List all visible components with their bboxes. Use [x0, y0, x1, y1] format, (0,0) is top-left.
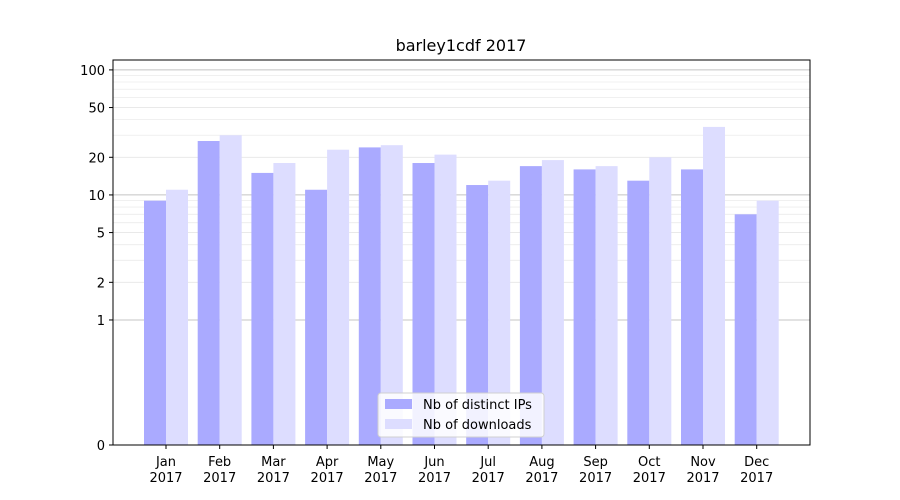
- x-tick-label-month: May: [367, 455, 394, 470]
- y-tick-label: 2: [97, 276, 105, 291]
- bar-distinct-ips: [197, 140, 220, 445]
- x-tick-label-month: Oct: [638, 455, 660, 470]
- plot-frame: [112, 59, 811, 446]
- legend-swatch-downloads: [385, 419, 412, 429]
- x-tick-label-month: Feb: [208, 455, 231, 470]
- bar-downloads: [488, 180, 511, 445]
- x-tick-label-year: 2017: [203, 471, 236, 486]
- legend-box: [377, 392, 545, 438]
- x-tick-label-month: Dec: [744, 455, 769, 470]
- x-tick-label-month: Jan: [155, 455, 176, 470]
- x-tick-label-year: 2017: [257, 471, 290, 486]
- bar-distinct-ips: [251, 172, 274, 445]
- x-tick-label-year: 2017: [418, 471, 451, 486]
- bar-downloads: [273, 163, 296, 445]
- legend-swatch-distinct-ips: [385, 399, 412, 409]
- x-tick-label-year: 2017: [686, 471, 719, 486]
- x-tick-label-year: 2017: [149, 471, 182, 486]
- bar-downloads: [595, 166, 618, 445]
- axes: Jan2017Feb2017Mar2017Apr2017May2017Jun20…: [80, 59, 811, 486]
- x-tick-label-month: Sep: [583, 455, 608, 470]
- bar-distinct-ips: [519, 166, 542, 445]
- bars: [144, 126, 779, 446]
- x-tick-label-year: 2017: [579, 471, 612, 486]
- y-tick-label: 20: [88, 151, 105, 166]
- x-tick-label-year: 2017: [633, 471, 666, 486]
- bar-distinct-ips: [573, 169, 596, 445]
- x-tick-label-month: Jun: [423, 455, 444, 470]
- bar-distinct-ips: [681, 169, 703, 445]
- legend-label-downloads: Nb of downloads: [423, 418, 532, 433]
- bar-downloads: [703, 126, 725, 446]
- bar-downloads: [434, 154, 457, 446]
- bar-distinct-ips: [305, 189, 328, 445]
- bar-distinct-ips: [144, 200, 166, 445]
- y-tick-label: 0: [97, 439, 105, 454]
- x-tick-label-year: 2017: [525, 471, 558, 486]
- bar-distinct-ips: [734, 214, 757, 445]
- bar-distinct-ips: [358, 147, 381, 446]
- x-tick-label-month: Jul: [479, 455, 496, 470]
- y-tick-label: 10: [88, 189, 105, 204]
- x-tick-label-month: Apr: [316, 455, 339, 470]
- legend: Nb of distinct IPs Nb of downloads: [377, 392, 545, 438]
- x-tick-label-month: Aug: [529, 455, 554, 470]
- bar-downloads: [219, 135, 242, 445]
- y-tick-label: 100: [80, 64, 105, 79]
- bar-distinct-ips: [627, 180, 650, 445]
- x-tick-label-month: Mar: [261, 455, 286, 470]
- legend-label-distinct-ips: Nb of distinct IPs: [423, 398, 532, 413]
- x-tick-label-month: Nov: [690, 455, 716, 470]
- x-tick-label-year: 2017: [311, 471, 344, 486]
- y-tick-label: 50: [88, 102, 105, 117]
- bar-downloads: [756, 200, 779, 445]
- y-tick-label: 1: [97, 314, 105, 329]
- y-tick-label: 5: [97, 227, 105, 242]
- bar-downloads: [541, 160, 564, 445]
- bar-distinct-ips: [466, 185, 489, 445]
- bar-distinct-ips: [412, 163, 435, 445]
- bar-downloads: [649, 157, 672, 445]
- chart-title: barley1cdf 2017: [396, 36, 527, 55]
- bar-downloads: [166, 189, 188, 445]
- x-tick-label-year: 2017: [364, 471, 397, 486]
- x-tick-label-year: 2017: [472, 471, 505, 486]
- x-tick-label-year: 2017: [740, 471, 773, 486]
- bar-downloads: [327, 149, 350, 446]
- bar-downloads: [380, 145, 403, 445]
